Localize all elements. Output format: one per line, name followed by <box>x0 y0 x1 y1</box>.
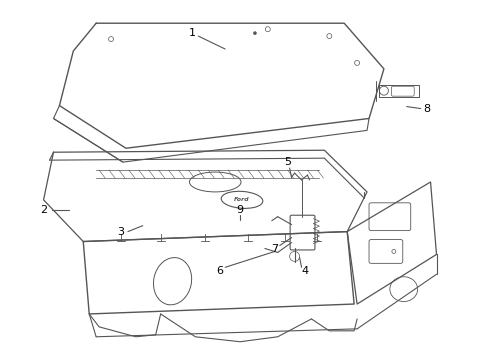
Circle shape <box>253 32 256 35</box>
Text: 2: 2 <box>40 205 47 215</box>
Text: 4: 4 <box>300 266 307 276</box>
Text: 1: 1 <box>188 28 196 38</box>
Text: 7: 7 <box>271 244 278 255</box>
Text: 8: 8 <box>422 104 429 113</box>
Text: 3: 3 <box>117 226 124 237</box>
Text: Ford: Ford <box>234 197 249 202</box>
Text: 6: 6 <box>216 266 223 276</box>
Text: 5: 5 <box>284 157 290 167</box>
Text: 9: 9 <box>236 205 243 215</box>
